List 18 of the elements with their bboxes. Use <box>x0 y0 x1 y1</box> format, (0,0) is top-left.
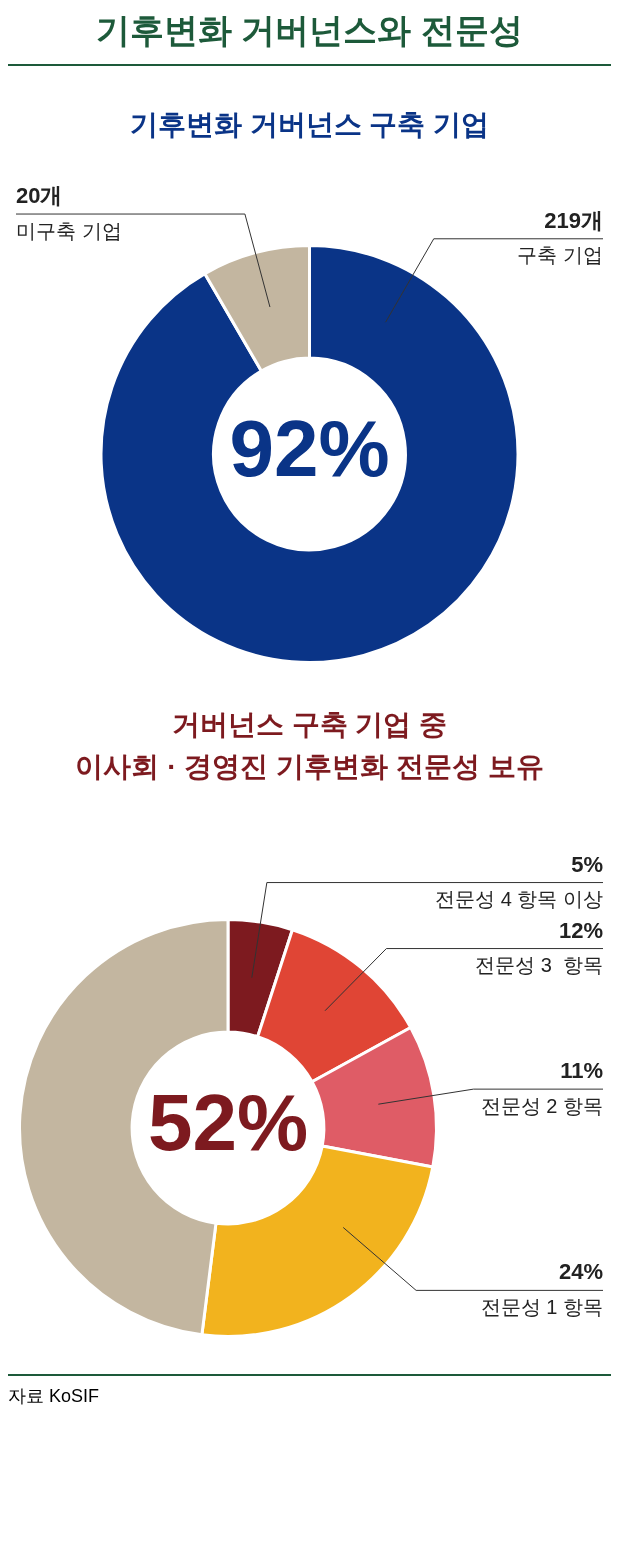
data-label: 5% <box>571 851 603 877</box>
text: 92% <box>229 404 390 494</box>
data-label: 24% <box>558 1259 603 1285</box>
slice-label: 전문성 3 항목 <box>475 954 603 977</box>
slice-label: 전문성 1 항목 <box>480 1295 603 1318</box>
slice-label: 구축 기업 <box>517 244 603 267</box>
data-label: 20개 <box>16 183 63 209</box>
chart-title: 거버넌스 구축 기업 중 이사회 · 경영진 기후변화 전문성 보유 <box>74 708 545 784</box>
slice-label: 미구축 기업 <box>16 219 122 242</box>
text: 자료 KoSIF <box>8 1374 611 1408</box>
data-label: 12% <box>558 917 603 943</box>
text: 52% <box>147 1078 309 1168</box>
slice-label: 전문성 2 항목 <box>480 1094 603 1117</box>
chart-title: 기후변화 거버넌스와 전문성 <box>8 8 611 66</box>
chart-subtitle: 기후변화 거버넌스 구축 기업 <box>128 108 491 142</box>
data-label: 219개 <box>544 207 603 233</box>
slice-label: 전문성 4 항목 이상 <box>435 888 603 911</box>
data-label: 11% <box>560 1058 603 1084</box>
